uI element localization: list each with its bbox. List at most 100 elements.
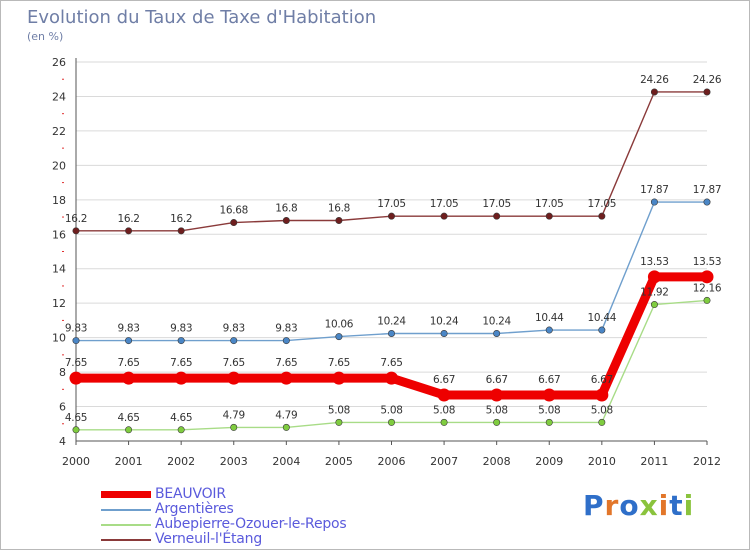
data-point-aubepierre-ozouer-le-repos [125,426,133,434]
data-label-beauvoir: 7.65 [65,357,87,369]
data-point-beauvoir [437,388,451,402]
x-tick-label: 2009 [535,455,563,468]
data-label-beauvoir: 13.53 [693,256,722,268]
y-tick-label: 20 [52,159,66,172]
data-point-beauvoir [332,371,346,385]
data-label-argenti-res: 9.83 [170,323,192,335]
y-tick-label: 4 [59,435,66,448]
data-point-aubepierre-ozouer-le-repos [177,426,185,434]
legend-swatch-argentieres [101,509,151,511]
x-tick-label: 2003 [220,455,248,468]
data-label-verneuil-l-tang: 16.68 [219,205,248,217]
data-point-verneuil-l-tang [598,212,606,220]
data-label-verneuil-l-tang: 16.8 [275,202,297,214]
data-label-beauvoir: 13.53 [640,256,669,268]
data-label-aubepierre-ozouer-le-repos: 5.08 [328,404,350,416]
x-tick-label: 2006 [378,455,406,468]
data-label-beauvoir: 7.65 [117,357,139,369]
legend-swatch-verneuil [101,539,151,541]
data-point-argenti-res [440,330,448,338]
data-point-argenti-res [72,337,80,345]
y-tick-label: 24 [52,90,66,103]
data-point-verneuil-l-tang [125,227,133,235]
data-point-verneuil-l-tang [650,88,658,96]
y-tick-label: 8 [59,366,66,379]
data-label-aubepierre-ozouer-le-repos: 5.08 [433,404,455,416]
data-label-argenti-res: 17.87 [693,184,722,196]
data-point-verneuil-l-tang [335,216,343,224]
logo-letter: t [669,489,684,522]
legend-swatch-beauvoir [101,491,151,498]
data-point-argenti-res [230,337,238,345]
logo-letter: i [683,489,695,522]
data-label-aubepierre-ozouer-le-repos: 4.65 [170,412,192,424]
data-point-aubepierre-ozouer-le-repos [493,418,501,426]
data-label-verneuil-l-tang: 17.05 [482,198,511,210]
y-tick-label: 16 [52,228,66,241]
data-point-verneuil-l-tang [387,212,395,220]
data-point-beauvoir [490,388,504,402]
data-label-argenti-res: 9.83 [117,323,139,335]
data-point-aubepierre-ozouer-le-repos [230,423,238,431]
legend-label-verneuil: Verneuil-l'Étang [155,531,263,547]
data-label-aubepierre-ozouer-le-repos: 12.16 [693,282,722,294]
legend-item-beauvoir: BEAUVOIR [101,486,401,502]
data-point-beauvoir [647,270,661,284]
data-point-verneuil-l-tang [177,227,185,235]
x-tick-label: 2011 [640,455,668,468]
data-point-beauvoir [69,371,83,385]
data-label-verneuil-l-tang: 17.05 [377,198,406,210]
y-tick-label: 12 [52,297,66,310]
legend-label-beauvoir: BEAUVOIR [155,486,226,502]
legend-swatch-aubepierre [101,524,151,526]
data-label-argenti-res: 10.44 [535,312,564,324]
data-point-verneuil-l-tang [230,219,238,227]
data-point-aubepierre-ozouer-le-repos [545,418,553,426]
data-label-verneuil-l-tang: 17.05 [535,198,564,210]
legend-item-aubepierre: Aubepierre-Ozouer-le-Repos [101,516,401,532]
logo-letter: r [604,489,620,522]
data-point-aubepierre-ozouer-le-repos [440,418,448,426]
data-label-argenti-res: 9.83 [223,323,245,335]
data-label-aubepierre-ozouer-le-repos: 5.08 [486,404,508,416]
data-label-verneuil-l-tang: 17.05 [588,198,617,210]
legend-item-verneuil: Verneuil-l'Étang [101,531,401,547]
data-label-verneuil-l-tang: 24.26 [640,74,669,86]
data-point-verneuil-l-tang [282,216,290,224]
data-label-verneuil-l-tang: 17.05 [430,198,459,210]
legend-label-aubepierre: Aubepierre-Ozouer-le-Repos [155,516,347,532]
data-point-beauvoir [700,270,714,284]
chart-title: Evolution du Taux de Taxe d'Habitation [27,7,377,28]
data-label-verneuil-l-tang: 16.2 [170,213,192,225]
logo-letter: x [639,489,659,522]
y-tick-label: 10 [52,332,66,345]
y-tick-label: 14 [52,263,66,276]
data-point-beauvoir [122,371,136,385]
data-point-aubepierre-ozouer-le-repos [703,296,711,304]
x-tick-label: 2004 [272,455,300,468]
y-tick-label: 26 [52,56,66,69]
data-label-aubepierre-ozouer-le-repos: 11.92 [640,287,669,299]
data-label-beauvoir: 7.65 [170,357,192,369]
data-point-beauvoir [542,388,556,402]
data-point-argenti-res [177,337,185,345]
data-label-beauvoir: 6.67 [486,374,508,386]
data-point-argenti-res [387,330,395,338]
data-point-argenti-res [650,198,658,206]
data-label-argenti-res: 10.24 [377,316,406,328]
data-point-argenti-res [493,330,501,338]
data-label-argenti-res: 17.87 [640,184,669,196]
chart-subtitle: (en %) [27,30,64,43]
data-point-argenti-res [282,337,290,345]
data-label-verneuil-l-tang: 16.2 [117,213,139,225]
data-point-verneuil-l-tang [72,227,80,235]
data-point-beauvoir [595,388,609,402]
legend-label-argentieres: Argentières [155,501,234,517]
y-tick-label: 22 [52,125,66,138]
data-label-aubepierre-ozouer-le-repos: 5.08 [380,404,402,416]
x-tick-label: 2012 [693,455,721,468]
data-point-argenti-res [703,198,711,206]
data-point-verneuil-l-tang [545,212,553,220]
proxiti-logo: Proxiti [583,489,694,522]
